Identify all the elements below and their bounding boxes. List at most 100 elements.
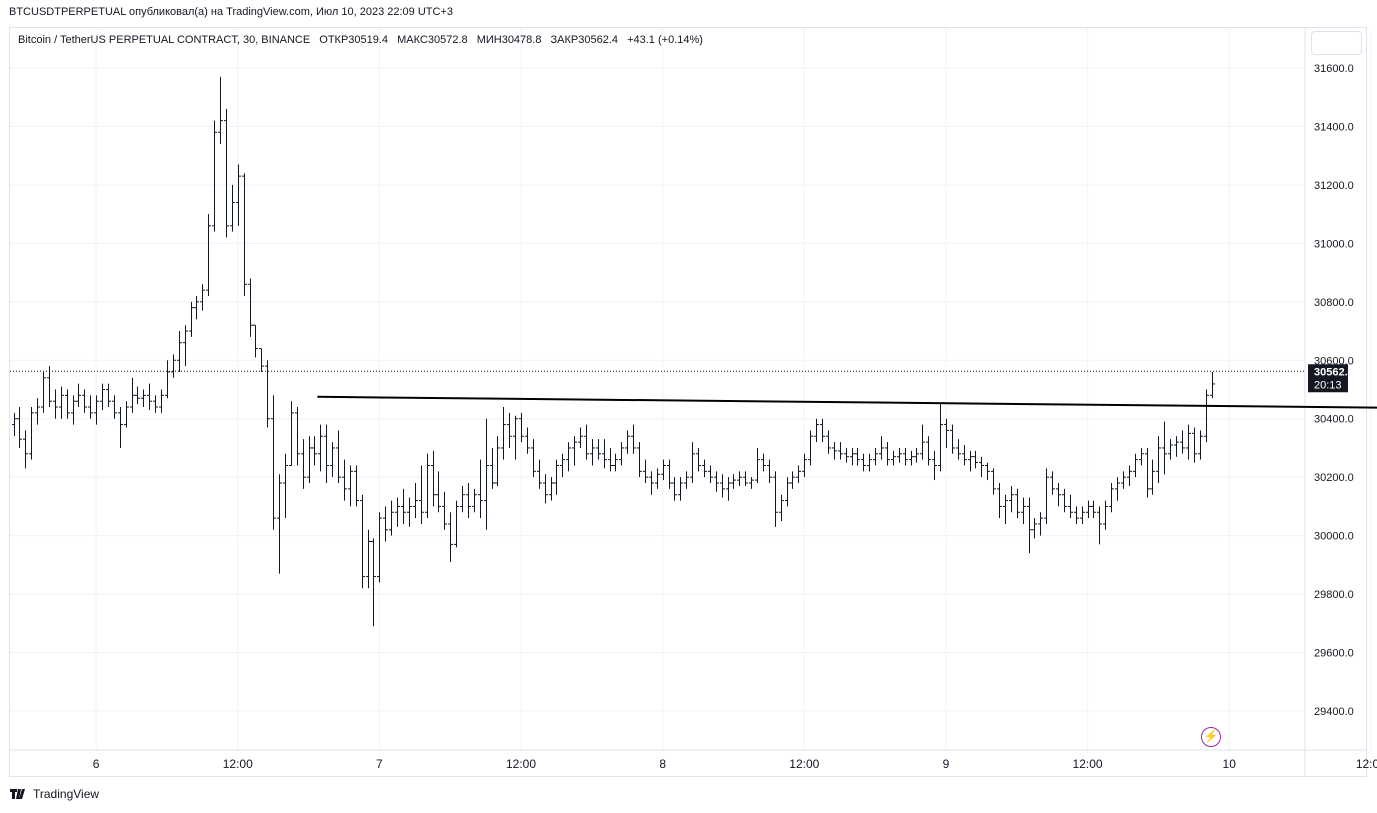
ohlc-bar xyxy=(312,436,317,466)
ohlc-bar xyxy=(1150,459,1155,495)
legend-symbol[interactable]: Bitcoin / TetherUS PERPETUAL CONTRACT, 3… xyxy=(18,34,311,46)
ohlc-bar xyxy=(354,465,359,507)
ohlc-bar xyxy=(1038,512,1043,536)
ohlc-bar xyxy=(283,453,288,519)
ohlc-bar xyxy=(696,447,701,472)
ohlc-bar xyxy=(177,331,182,372)
ohlc-bar xyxy=(147,383,152,410)
ohlc-bar xyxy=(920,424,925,460)
ohlc-bar xyxy=(1198,430,1203,460)
ohlc-bar xyxy=(1192,427,1197,463)
ohlc-bar xyxy=(29,407,34,460)
ohlc-bar xyxy=(726,477,731,501)
ohlc-bar xyxy=(183,325,188,367)
legend-low: МИН30478.8 xyxy=(476,34,542,46)
ohlc-bar xyxy=(560,453,565,478)
ohlc-bar xyxy=(507,412,512,448)
ohlc-bar xyxy=(448,512,453,562)
ohlc-bar xyxy=(466,483,471,519)
ohlc-bar xyxy=(619,442,624,466)
ohlc-bar xyxy=(537,459,542,489)
trendline[interactable] xyxy=(317,395,1377,410)
ohlc-bar xyxy=(425,453,430,519)
ohlc-bar xyxy=(914,447,919,463)
ohlc-bar xyxy=(41,371,46,413)
ohlc-bar xyxy=(436,471,441,513)
ohlc-bar xyxy=(171,354,176,378)
ohlc-bar xyxy=(472,488,477,513)
ohlc-bar xyxy=(1156,436,1161,484)
ohlc-bar xyxy=(519,412,524,443)
ohlc-bar xyxy=(814,418,819,443)
ohlc-bar xyxy=(495,436,500,486)
ohlc-bar xyxy=(838,442,843,460)
ohlc-bar xyxy=(991,468,996,495)
ohlc-bar xyxy=(1015,488,1020,519)
ohlc-bar xyxy=(442,491,447,530)
ohlc-bar xyxy=(761,453,766,472)
ohlc-bar xyxy=(932,450,937,481)
ohlc-bar xyxy=(401,488,406,524)
ohlc-bar xyxy=(850,447,855,466)
ohlc-bar xyxy=(1003,494,1008,524)
ohlc-bar xyxy=(1174,436,1179,457)
lightning-icon[interactable]: ⚡ xyxy=(1201,727,1221,747)
chart-frame xyxy=(9,27,1367,777)
ohlc-bar xyxy=(590,439,595,466)
ohlc-bar xyxy=(613,453,618,472)
ohlc-bar xyxy=(242,173,247,296)
ohlc-bar xyxy=(1032,518,1037,539)
ohlc-bar xyxy=(1115,477,1120,501)
ohlc-bar xyxy=(897,447,902,463)
ohlc-bar xyxy=(885,442,890,466)
ohlc-bar xyxy=(484,418,489,530)
ohlc-bar xyxy=(395,497,400,527)
ohlc-bar xyxy=(1109,483,1114,513)
ohlc-bar xyxy=(153,395,158,413)
ohlc-bar xyxy=(832,442,837,460)
ohlc-bar xyxy=(295,407,300,466)
y-tick-label: 31200.0 xyxy=(1314,180,1354,192)
ohlc-bar xyxy=(631,424,636,454)
ohlc-bar xyxy=(218,76,223,144)
x-tick-label: 12:00 xyxy=(223,757,253,771)
ohlc-bar xyxy=(454,500,459,548)
tradingview-brand[interactable]: TradingView xyxy=(10,787,99,801)
ohlc-bar xyxy=(318,424,323,472)
ohlc-bar xyxy=(277,474,282,574)
ohlc-bar xyxy=(259,348,264,372)
chart-toolbar-box[interactable] xyxy=(1311,31,1362,55)
ohlc-bar xyxy=(224,108,229,238)
ohlc-bar xyxy=(1027,497,1032,554)
ohlc-bar xyxy=(200,284,205,311)
ohlc-bar xyxy=(1080,506,1085,524)
ohlc-bar xyxy=(968,450,973,472)
ohlc-bar xyxy=(973,450,978,469)
ohlc-bar xyxy=(731,474,736,489)
ohlc-bar xyxy=(1097,506,1102,545)
ohlc-bar xyxy=(749,477,754,489)
ohlc-bar xyxy=(248,278,253,337)
ohlc-bar xyxy=(1103,500,1108,530)
ohlc-bar xyxy=(625,430,630,454)
legend-open: ОТКР30519.4 xyxy=(319,34,389,46)
ohlc-bar xyxy=(525,427,530,454)
ohlc-bar xyxy=(844,447,849,463)
ohlc-bar xyxy=(135,386,140,405)
ohlc-bar xyxy=(460,485,465,513)
y-tick-label: 31600.0 xyxy=(1314,63,1354,75)
ohlc-bar xyxy=(779,494,784,522)
ohlc-bar xyxy=(1210,371,1215,399)
ohlc-bar xyxy=(1121,471,1126,489)
ohlc-bar xyxy=(1145,447,1150,498)
ohlc-bar xyxy=(1091,500,1096,519)
ohlc-bar xyxy=(714,471,719,492)
ohlc-bar xyxy=(165,360,170,399)
ohlc-bar xyxy=(53,389,58,419)
ohlc-bar xyxy=(94,395,99,425)
ohlc-bar xyxy=(1021,497,1026,524)
ohlc-bar xyxy=(431,450,436,507)
ohlc-bar xyxy=(956,439,961,460)
ohlc-bar xyxy=(543,474,548,504)
